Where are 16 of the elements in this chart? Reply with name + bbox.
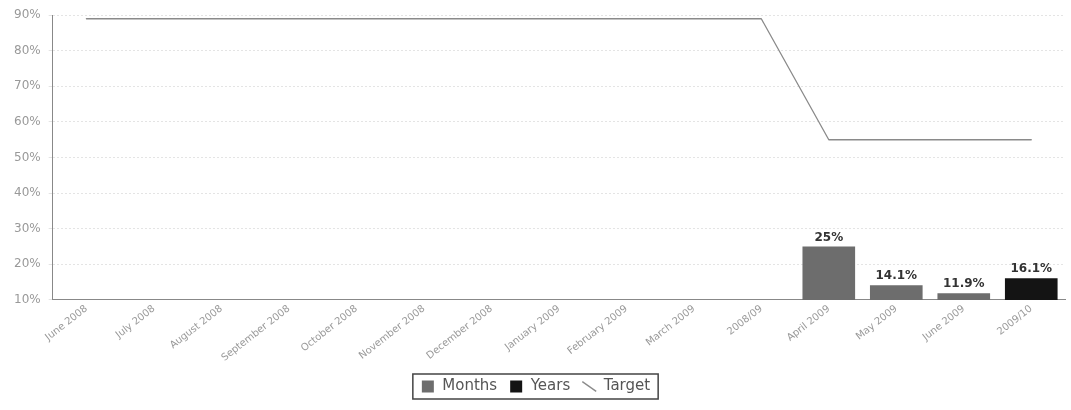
data-label: 14.1%: [875, 268, 918, 283]
y-tick-label: 50%: [14, 149, 41, 164]
y-tick-label: 40%: [14, 185, 41, 200]
legend-label: Months: [442, 376, 498, 395]
data-label: 25%: [814, 229, 844, 244]
y-tick-label: 60%: [14, 114, 41, 129]
legend-label: Years: [529, 376, 571, 395]
y-tick-label: 10%: [14, 292, 41, 307]
y-tick-label: 30%: [14, 220, 41, 235]
y-tick-label: 80%: [14, 42, 41, 57]
data-label: 11.9%: [942, 276, 985, 291]
y-tick-label: 90%: [14, 7, 41, 22]
legend-label: Target: [602, 376, 651, 395]
y-tick-label: 70%: [14, 78, 41, 93]
y-tick-label: 20%: [14, 256, 41, 271]
data-label: 16.1%: [1010, 261, 1053, 276]
